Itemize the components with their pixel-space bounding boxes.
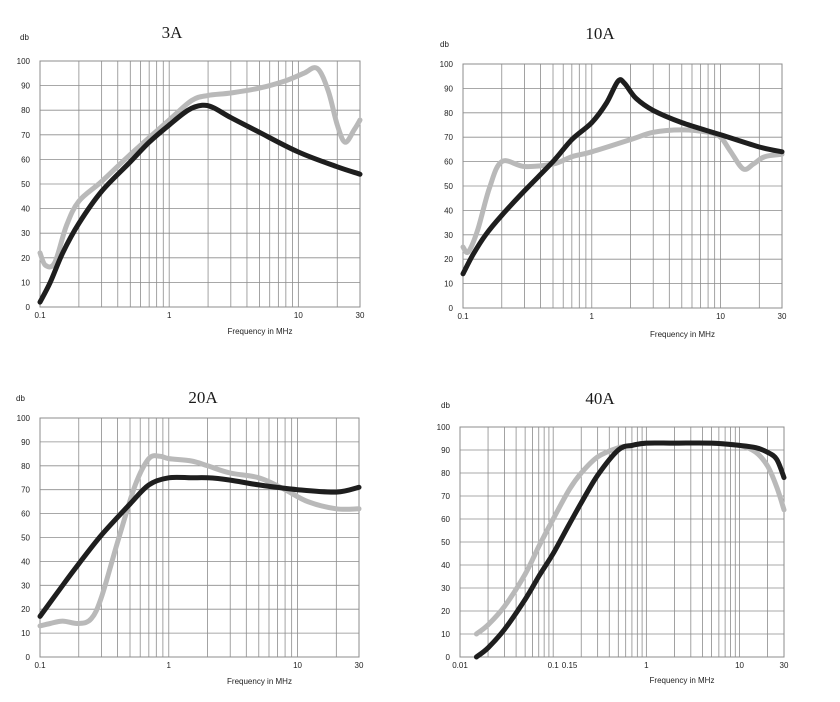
- x-tick-label: 0.1: [34, 311, 46, 320]
- y-tick-label: 60: [441, 515, 450, 524]
- y-tick-label: 100: [17, 414, 31, 423]
- y-tick-label: 70: [21, 486, 30, 495]
- x-tick-label: 0.1: [548, 661, 560, 670]
- x-axis-label: Frequency in MHz: [227, 677, 292, 686]
- chart-title: 10A: [585, 24, 615, 43]
- y-axis-label: db: [20, 33, 29, 42]
- y-tick-label: 50: [444, 182, 453, 191]
- series-line-grey: [37, 65, 363, 270]
- y-tick-label: 70: [21, 131, 30, 140]
- y-tick-label: 20: [444, 255, 453, 264]
- y-tick-label: 20: [441, 607, 450, 616]
- chart-title: 3A: [162, 23, 184, 42]
- y-tick-label: 10: [21, 278, 30, 287]
- y-tick-label: 100: [17, 57, 31, 66]
- y-tick-label: 60: [444, 158, 453, 167]
- x-tick-label: 30: [355, 661, 364, 670]
- y-tick-label: 0: [446, 653, 451, 662]
- y-tick-label: 80: [441, 469, 450, 478]
- y-tick-label: 90: [21, 438, 30, 447]
- x-tick-label: 1: [167, 311, 172, 320]
- x-tick-label: 10: [735, 661, 744, 670]
- y-tick-label: 40: [441, 561, 450, 570]
- x-tick-label: 0.01: [452, 661, 468, 670]
- y-tick-label: 10: [21, 629, 30, 638]
- y-tick-label: 100: [440, 60, 454, 69]
- x-tick-label: 1: [590, 312, 595, 321]
- chart-panel-3: 0 10 20 30 40 50 60 70 80 90 100 0.1 1 10 30 20A db Frequ…: [16, 388, 364, 686]
- series-line-black: [460, 77, 785, 277]
- x-axis-label: Frequency in MHz: [650, 676, 715, 685]
- x-tick-label: 1: [167, 661, 172, 670]
- x-axis-label: Frequency in MHz: [228, 327, 293, 336]
- y-tick-label: 0: [449, 304, 454, 313]
- x-tick-label: 30: [356, 311, 365, 320]
- chart-title: 20A: [188, 388, 218, 407]
- y-tick-label: 0: [26, 303, 31, 312]
- x-tick-label: 10: [294, 311, 303, 320]
- y-tick-label: 20: [21, 605, 30, 614]
- y-tick-label: 30: [441, 584, 450, 593]
- series-line-black: [473, 440, 787, 660]
- y-tick-label: 70: [444, 133, 453, 142]
- y-tick-label: 0: [26, 653, 31, 662]
- y-tick-label: 70: [441, 492, 450, 501]
- series-line-grey: [37, 453, 362, 629]
- y-tick-label: 20: [21, 254, 30, 263]
- y-axis-label: db: [440, 40, 449, 49]
- y-tick-label: 10: [444, 280, 453, 289]
- chart-panel-1: 0 10 20 30 40 50 60 70 80 90 100 0.1 1 10 30 3A db Freque…: [17, 23, 365, 336]
- y-tick-label: 50: [441, 538, 450, 547]
- y-axis-label: db: [16, 394, 25, 403]
- chart-panel-2: 0 10 20 30 40 50 60 70 80 90 100 0.1 1 10 30 10A db Frequ…: [440, 24, 787, 339]
- y-tick-label: 50: [21, 180, 30, 189]
- y-tick-label: 80: [444, 109, 453, 118]
- y-tick-label: 90: [21, 82, 30, 91]
- y-tick-label: 90: [441, 446, 450, 455]
- y-tick-label: 50: [21, 534, 30, 543]
- chart-title: 40A: [585, 389, 615, 408]
- series-line-grey: [460, 127, 785, 256]
- y-axis-label: db: [441, 401, 450, 410]
- x-tick-label: 0.1: [457, 312, 469, 321]
- y-tick-label: 30: [21, 229, 30, 238]
- y-tick-label: 80: [21, 106, 30, 115]
- x-tick-label: 1: [644, 661, 649, 670]
- y-tick-label: 80: [21, 462, 30, 471]
- x-tick-label: 10: [716, 312, 725, 321]
- y-tick-label: 60: [21, 510, 30, 519]
- y-tick-label: 30: [21, 581, 30, 590]
- x-tick-label: 30: [780, 661, 789, 670]
- y-tick-label: 30: [444, 231, 453, 240]
- y-tick-label: 60: [21, 155, 30, 164]
- y-tick-label: 40: [444, 206, 453, 215]
- y-tick-label: 10: [441, 630, 450, 639]
- y-tick-label: 90: [444, 84, 453, 93]
- x-axis-label: Frequency in MHz: [650, 330, 715, 339]
- series-line-black: [37, 102, 363, 305]
- y-tick-label: 100: [437, 423, 451, 432]
- x-tick-label: 0.1: [34, 661, 46, 670]
- y-tick-label: 40: [21, 557, 30, 566]
- x-tick-label: 0.15: [562, 661, 578, 670]
- x-tick-label: 30: [778, 312, 787, 321]
- y-tick-label: 40: [21, 205, 30, 214]
- chart-panel-4: 0 10 20 30 40 50 60 70 80 90 100 0.01 0.1 0.15 1 10 30 40…: [437, 389, 789, 685]
- x-tick-label: 10: [293, 661, 302, 670]
- series-line-black: [37, 474, 362, 619]
